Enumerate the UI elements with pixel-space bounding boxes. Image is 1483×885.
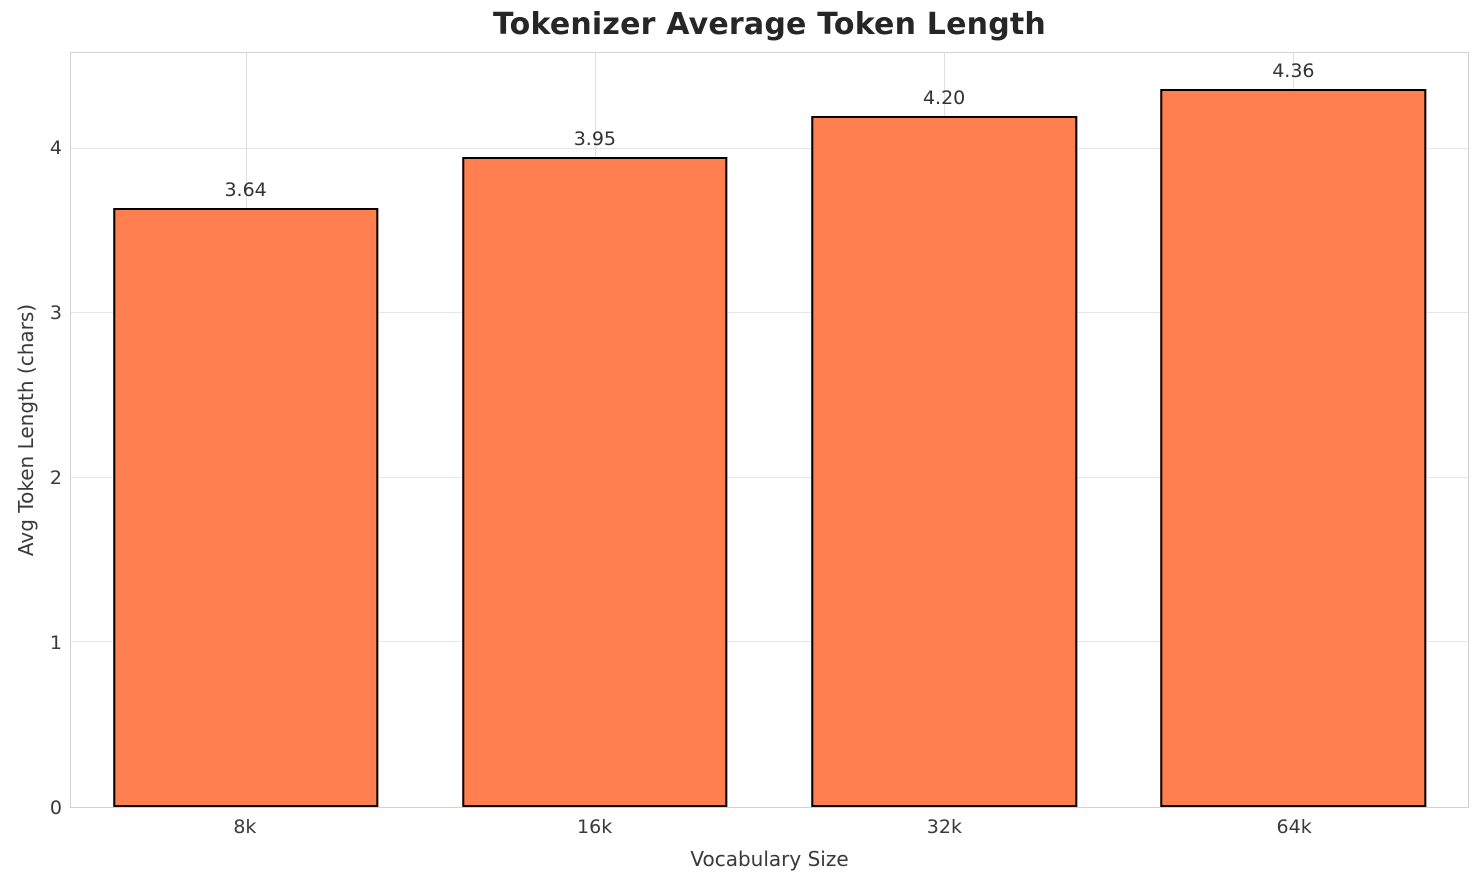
bar [462,156,728,807]
y-tick-label: 2 [49,466,62,489]
bar-value-label: 3.64 [224,178,267,201]
bar [811,115,1077,807]
chart-title: Tokenizer Average Token Length [492,7,1046,42]
bar-value-label: 3.95 [573,127,617,150]
x-axis-label: Vocabulary Size [690,847,849,871]
bar-series [71,53,1468,807]
bar [112,207,379,807]
bar [1160,89,1427,807]
y-tick-label: 1 [49,631,62,654]
x-tick-label: 16k [577,816,613,838]
x-tick-label: 64k [1276,816,1312,838]
bar-value-label: 4.36 [1272,60,1315,83]
x-tick-label: 8k [233,816,257,838]
y-tick-label: 0 [49,797,62,819]
bar-value-labels: 3.64 3.95 4.20 4.36 [71,53,1468,807]
bar-value-label: 4.20 [922,86,966,109]
h-gridline [71,312,1468,314]
y-tick-label: 4 [49,136,62,159]
x-axis-tick-labels: 8k 16k 32k 64k [70,814,1469,842]
y-axis-tick-labels: 0 1 2 3 4 [0,52,62,819]
y-tick-label: 3 [49,301,62,324]
h-gridline [71,641,1468,643]
x-tick-label: 32k [926,816,962,838]
h-gridline [71,476,1468,478]
h-gridline [71,147,1468,149]
plot-area: 3.64 3.95 4.20 4.36 [70,52,1469,808]
